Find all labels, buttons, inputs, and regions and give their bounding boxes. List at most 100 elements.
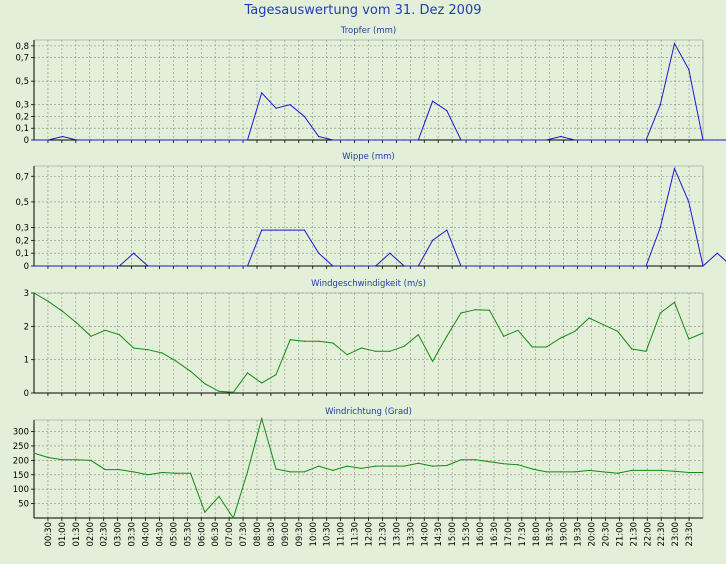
data-point — [446, 464, 448, 467]
panel-title: Wippe (mm) — [342, 152, 395, 162]
x-tick-label: 06:30 — [211, 522, 221, 547]
data-point — [403, 345, 405, 347]
data-point — [104, 139, 106, 141]
y-tick-label: 100 — [13, 485, 29, 495]
data-point — [275, 107, 277, 109]
data-point — [602, 324, 604, 326]
data-point — [631, 139, 633, 141]
series-line — [34, 167, 726, 267]
data-point — [90, 265, 92, 267]
data-point — [503, 463, 505, 465]
data-point — [318, 340, 320, 342]
data-point — [375, 465, 377, 467]
data-point — [232, 265, 234, 267]
data-point — [133, 139, 135, 141]
panel-title: Windrichtung (Grad) — [325, 407, 412, 417]
data-point — [47, 456, 49, 459]
data-point — [375, 265, 377, 267]
y-tick-label: 300 — [13, 428, 29, 438]
data-point — [673, 470, 676, 472]
data-point — [389, 252, 391, 254]
data-point — [318, 252, 320, 254]
data-point — [246, 372, 249, 374]
data-point — [303, 471, 306, 473]
x-axis-time-labels: 00:30 01:00 01:30 02:00 02:30 03:00 03:30 04:00… — [44, 522, 695, 547]
data-point — [275, 229, 277, 231]
data-point — [545, 346, 548, 348]
y-tick-label: 3 — [24, 289, 29, 299]
data-point — [346, 139, 348, 141]
data-point — [602, 471, 604, 473]
data-point — [517, 139, 519, 141]
data-point — [232, 391, 234, 393]
data-point — [602, 265, 604, 267]
data-point — [76, 459, 78, 461]
x-tick-label: 11:30 — [351, 522, 361, 547]
data-point — [147, 265, 149, 267]
data-point — [474, 139, 476, 141]
data-point — [702, 332, 704, 334]
data-point — [403, 139, 405, 141]
data-point — [261, 92, 263, 94]
data-point — [261, 229, 263, 231]
data-point — [645, 469, 647, 472]
data-point — [189, 265, 192, 267]
data-point — [133, 347, 135, 349]
data-point — [446, 109, 448, 112]
data-point — [588, 469, 590, 472]
x-tick-label: 19:00 — [560, 522, 570, 547]
series-line — [33, 416, 703, 520]
data-point — [204, 511, 206, 513]
data-point — [47, 139, 49, 141]
data-point — [659, 104, 661, 106]
y-tick-label: 0,1 — [15, 124, 29, 134]
data-point — [303, 340, 306, 342]
data-point — [118, 334, 121, 336]
data-point — [488, 265, 491, 267]
x-tick-label: 13:00 — [392, 522, 402, 547]
data-point — [218, 139, 220, 141]
data-point — [246, 139, 249, 141]
data-point — [545, 139, 548, 141]
series-line — [34, 42, 726, 141]
data-point — [588, 265, 590, 267]
y-tick-label: 0,5 — [15, 77, 29, 87]
data-point — [673, 301, 676, 303]
x-tick-label: 20:00 — [588, 522, 598, 547]
data-point — [531, 346, 533, 348]
data-point — [204, 383, 206, 385]
data-point — [189, 370, 192, 372]
y-tick-label: 0 — [24, 262, 29, 272]
data-point — [218, 390, 220, 392]
x-tick-label: 08:30 — [267, 522, 277, 547]
data-point — [446, 335, 448, 337]
data-point — [702, 265, 704, 267]
chart-panel-2: Wippe (mm) 0 0,1 0,2 0,3 0,5 0,7 — [15, 152, 726, 272]
data-point — [417, 334, 419, 336]
data-point — [175, 360, 177, 362]
x-tick-label: 08:00 — [253, 522, 263, 547]
x-tick-label: 11:00 — [337, 522, 347, 547]
data-point — [403, 265, 405, 267]
data-point — [702, 139, 704, 141]
y-tick-label: 0,7 — [15, 54, 29, 64]
data-point — [133, 252, 135, 254]
y-tick-label: 150 — [13, 471, 29, 481]
data-point — [574, 265, 576, 267]
page-title: Tagesauswertung vom 31. Dez 2009 — [244, 3, 482, 18]
x-tick-label: 18:00 — [532, 522, 542, 547]
data-point — [616, 139, 619, 141]
data-point — [318, 135, 320, 138]
x-tick-label: 12:30 — [378, 522, 388, 547]
y-tick-label: 0 — [24, 136, 29, 146]
data-point — [175, 139, 177, 141]
data-point — [688, 68, 690, 71]
data-point — [688, 338, 690, 340]
data-point — [389, 350, 391, 352]
data-point — [574, 139, 576, 141]
x-tick-label: 17:00 — [504, 522, 514, 547]
data-point — [218, 265, 220, 267]
x-tick-label: 03:00 — [114, 522, 124, 547]
data-point — [574, 330, 576, 332]
y-tick-label: 0,3 — [15, 224, 29, 234]
